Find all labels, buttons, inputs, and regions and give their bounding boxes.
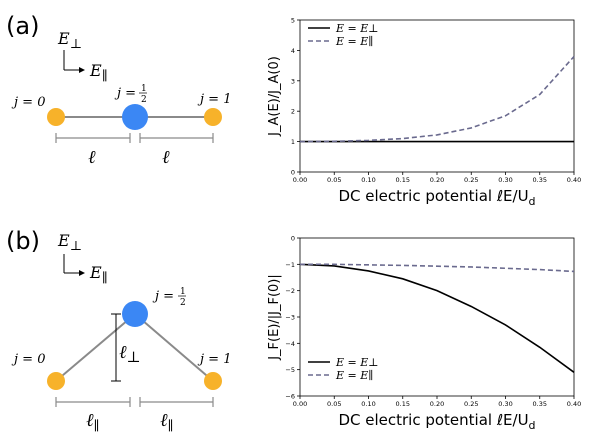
y-tick-label: 0 xyxy=(291,235,295,243)
x-tick-label: 0.25 xyxy=(464,400,478,408)
x-axis-label: DC electric potential ℓE/Ud xyxy=(338,411,535,432)
site-0-atom xyxy=(47,108,65,126)
panel-b-diagram: (b) E⊥ E∥ j = 0 j = 1 2 j = 1 ℓ⊥ ℓ∥ ℓ∥ xyxy=(6,227,231,434)
panel-a-label: (a) xyxy=(6,12,39,40)
x-tick-label: 0.05 xyxy=(327,176,341,184)
chart-a: 0.00 0.05 0.10 0.15 0.20 0.25 0.30 0.35 0.40 0 1 2 3… xyxy=(267,17,581,209)
x-tick-label: 0.15 xyxy=(396,176,410,184)
series-line-1 xyxy=(300,263,575,273)
dist-right-a: ℓ xyxy=(162,147,170,168)
y-tick-label: −3 xyxy=(285,314,295,322)
x-tick-label: 0.00 xyxy=(293,400,307,408)
height-label-b: ℓ⊥ xyxy=(119,342,141,366)
x-tick-label: 0.15 xyxy=(396,400,410,408)
x-tick-label: 0.05 xyxy=(327,400,341,408)
site-1-label-a: j = 1 xyxy=(197,92,231,107)
site-half-frac-num-a: 1 xyxy=(141,84,147,94)
y-axis-label: J_A(E)/J_A(0) xyxy=(267,56,282,137)
y-tick-label: −5 xyxy=(285,366,295,374)
site-1-label-b: j = 1 xyxy=(197,352,231,367)
site-0-label-b: j = 0 xyxy=(11,352,45,367)
legend-label: E = E⊥ xyxy=(335,356,379,369)
chart-b: 0.00 0.05 0.10 0.15 0.20 0.25 0.30 0.35 0.40 0 −1 −… xyxy=(267,235,581,433)
site-half-label-b: j = xyxy=(152,289,174,304)
site-half-frac-den-b: 2 xyxy=(180,298,186,308)
legend-label: E = E∥ xyxy=(335,35,373,48)
x-tick-label: 0.40 xyxy=(567,400,581,408)
site-half-atom xyxy=(122,104,148,130)
axis-par-a: E∥ xyxy=(89,61,108,84)
site-half-label-a: j = xyxy=(114,86,136,101)
dist-right-b: ℓ∥ xyxy=(160,410,174,434)
y-axis-label: J_F(E)/|J_F(0)| xyxy=(267,274,282,361)
x-axis-label: DC electric potential ℓE/Ud xyxy=(338,187,535,208)
x-tick-label: 0.40 xyxy=(567,176,581,184)
site-1-atom xyxy=(204,108,222,126)
series-line-1 xyxy=(299,55,575,143)
y-tick-label: −6 xyxy=(285,393,295,401)
axis-par-b: E∥ xyxy=(89,263,108,286)
site-0-label-a: j = 0 xyxy=(11,95,45,110)
legend-label: E = E∥ xyxy=(335,369,373,382)
x-tick-label: 0.30 xyxy=(498,400,512,408)
site-half-frac-den-a: 2 xyxy=(141,95,147,105)
x-tick-label: 0.35 xyxy=(533,400,547,408)
site-1-atom-b xyxy=(204,372,222,390)
axis-perp-b: E⊥ xyxy=(57,231,82,254)
x-tick-label: 0.20 xyxy=(430,400,444,408)
y-tick-label: −2 xyxy=(285,287,295,295)
site-0-atom-b xyxy=(47,372,65,390)
x-tick-label: 0.10 xyxy=(361,176,375,184)
y-tick-label: −4 xyxy=(285,340,295,348)
x-tick-label: 0.20 xyxy=(430,176,444,184)
x-tick-label: 0.25 xyxy=(464,176,478,184)
series-line-0 xyxy=(299,263,575,373)
panel-b-label: (b) xyxy=(6,227,40,255)
x-tick-label: 0.30 xyxy=(498,176,512,184)
axis-perp-a: E⊥ xyxy=(57,29,82,52)
dist-left-b: ℓ∥ xyxy=(86,410,100,434)
y-tick-label: −1 xyxy=(285,261,295,269)
x-tick-label: 0.00 xyxy=(293,176,307,184)
y-tick-label: 0 xyxy=(291,169,295,177)
y-tick-label: 5 xyxy=(291,17,295,25)
site-half-atom-b xyxy=(122,301,148,327)
x-tick-label: 0.35 xyxy=(533,176,547,184)
panel-a-diagram: (a) E⊥ E∥ j = 0 j = 1 2 j = 1 ℓ ℓ xyxy=(6,12,231,168)
y-tick-label: 3 xyxy=(291,77,295,85)
legend-label: E = E⊥ xyxy=(335,22,379,35)
site-half-frac-num-b: 1 xyxy=(180,287,186,297)
x-tick-label: 0.10 xyxy=(361,400,375,408)
y-tick-label: 4 xyxy=(291,47,295,55)
dist-left-a: ℓ xyxy=(88,147,96,168)
y-tick-label: 1 xyxy=(291,138,295,146)
y-tick-label: 2 xyxy=(291,108,295,116)
